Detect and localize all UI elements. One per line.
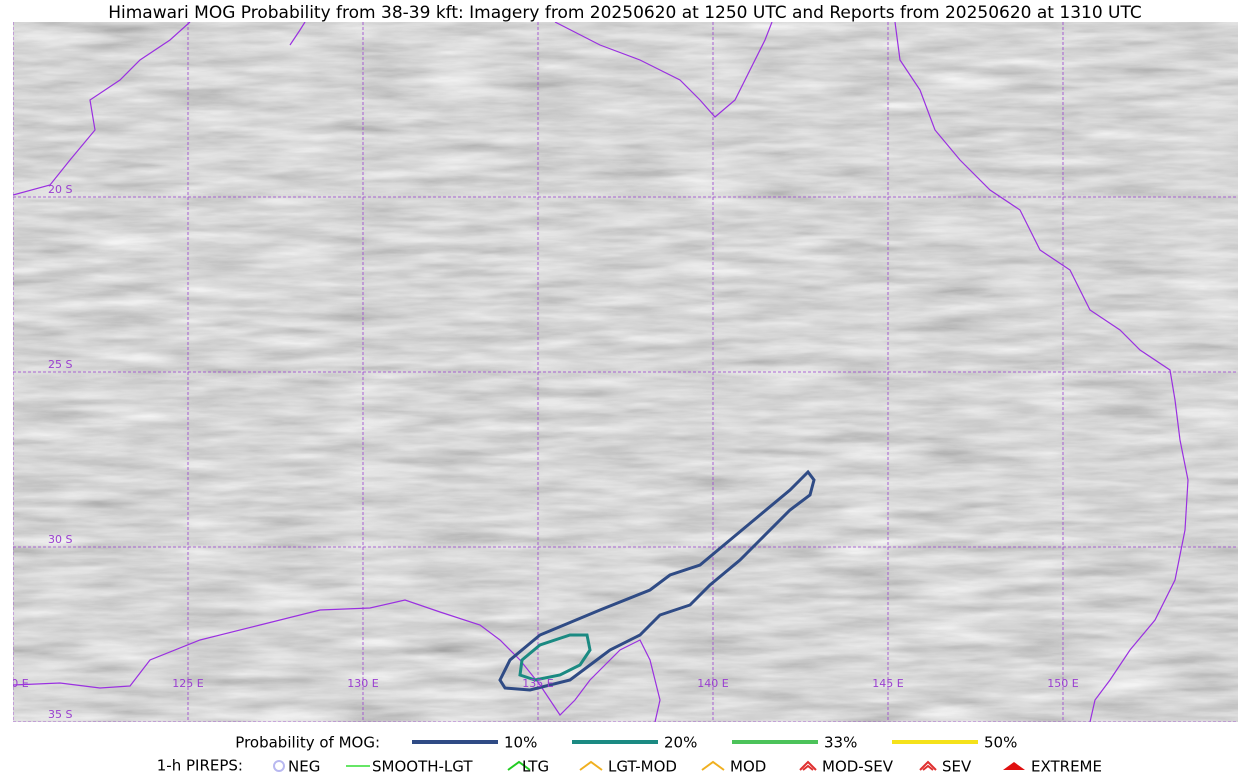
legend-label: SEV — [942, 758, 972, 776]
pirep-symbol — [507, 760, 531, 771]
coastline — [554, 22, 773, 118]
lat-label: 20 S — [48, 183, 72, 196]
lon-label: 135 E — [522, 677, 553, 690]
coastline — [894, 22, 1189, 722]
legend-label: 33% — [824, 734, 857, 752]
pirep-symbol — [579, 760, 603, 771]
legend-label: LGT-MOD — [608, 758, 677, 776]
pirep-symbol — [919, 760, 937, 771]
title: Himawari MOG Probability from 38-39 kft:… — [108, 3, 1142, 23]
coastline — [13, 22, 191, 196]
coastline — [13, 599, 661, 722]
lon-label: 120 E — [0, 677, 29, 690]
pirep-symbol — [799, 760, 817, 771]
lat-label: 25 S — [48, 358, 72, 371]
legend-label: MOD — [730, 758, 766, 776]
pirep-symbol — [701, 760, 725, 771]
legend: Probability of MOG: 10% 20% 33% 50% 1-h PIREP… — [157, 734, 1102, 776]
lat-label: 30 S — [48, 533, 72, 546]
legend-label: MOD-SEV — [822, 758, 894, 776]
lon-label: 130 E — [347, 677, 378, 690]
legend-label: LTG — [522, 758, 549, 776]
legend-label: 10% — [504, 734, 537, 752]
legend-title: Probability of MOG: — [235, 734, 380, 752]
pirep-symbol — [1003, 762, 1025, 770]
lon-label: 150 E — [1047, 677, 1078, 690]
contour-20 — [518, 633, 592, 682]
legend-title: 1-h PIREPS: — [157, 757, 243, 775]
legend-label: SMOOTH-LGT — [372, 758, 473, 776]
lon-label: 140 E — [697, 677, 728, 690]
legend-label: 50% — [984, 734, 1017, 752]
legend-label: NEG — [288, 758, 320, 776]
coastlines — [13, 22, 1189, 722]
lon-label: 125 E — [172, 677, 203, 690]
legend-label: EXTREME — [1031, 758, 1102, 776]
map: 20 S 25 S 30 S 35 S 120 E 125 E 130 E 135 E 140 … — [0, 22, 1238, 722]
pirep-symbol — [273, 760, 285, 772]
lat-label: 35 S — [48, 708, 72, 721]
coastline — [289, 22, 306, 46]
contour-10 — [498, 469, 816, 692]
lon-label: 145 E — [872, 677, 903, 690]
legend-label: 20% — [664, 734, 697, 752]
